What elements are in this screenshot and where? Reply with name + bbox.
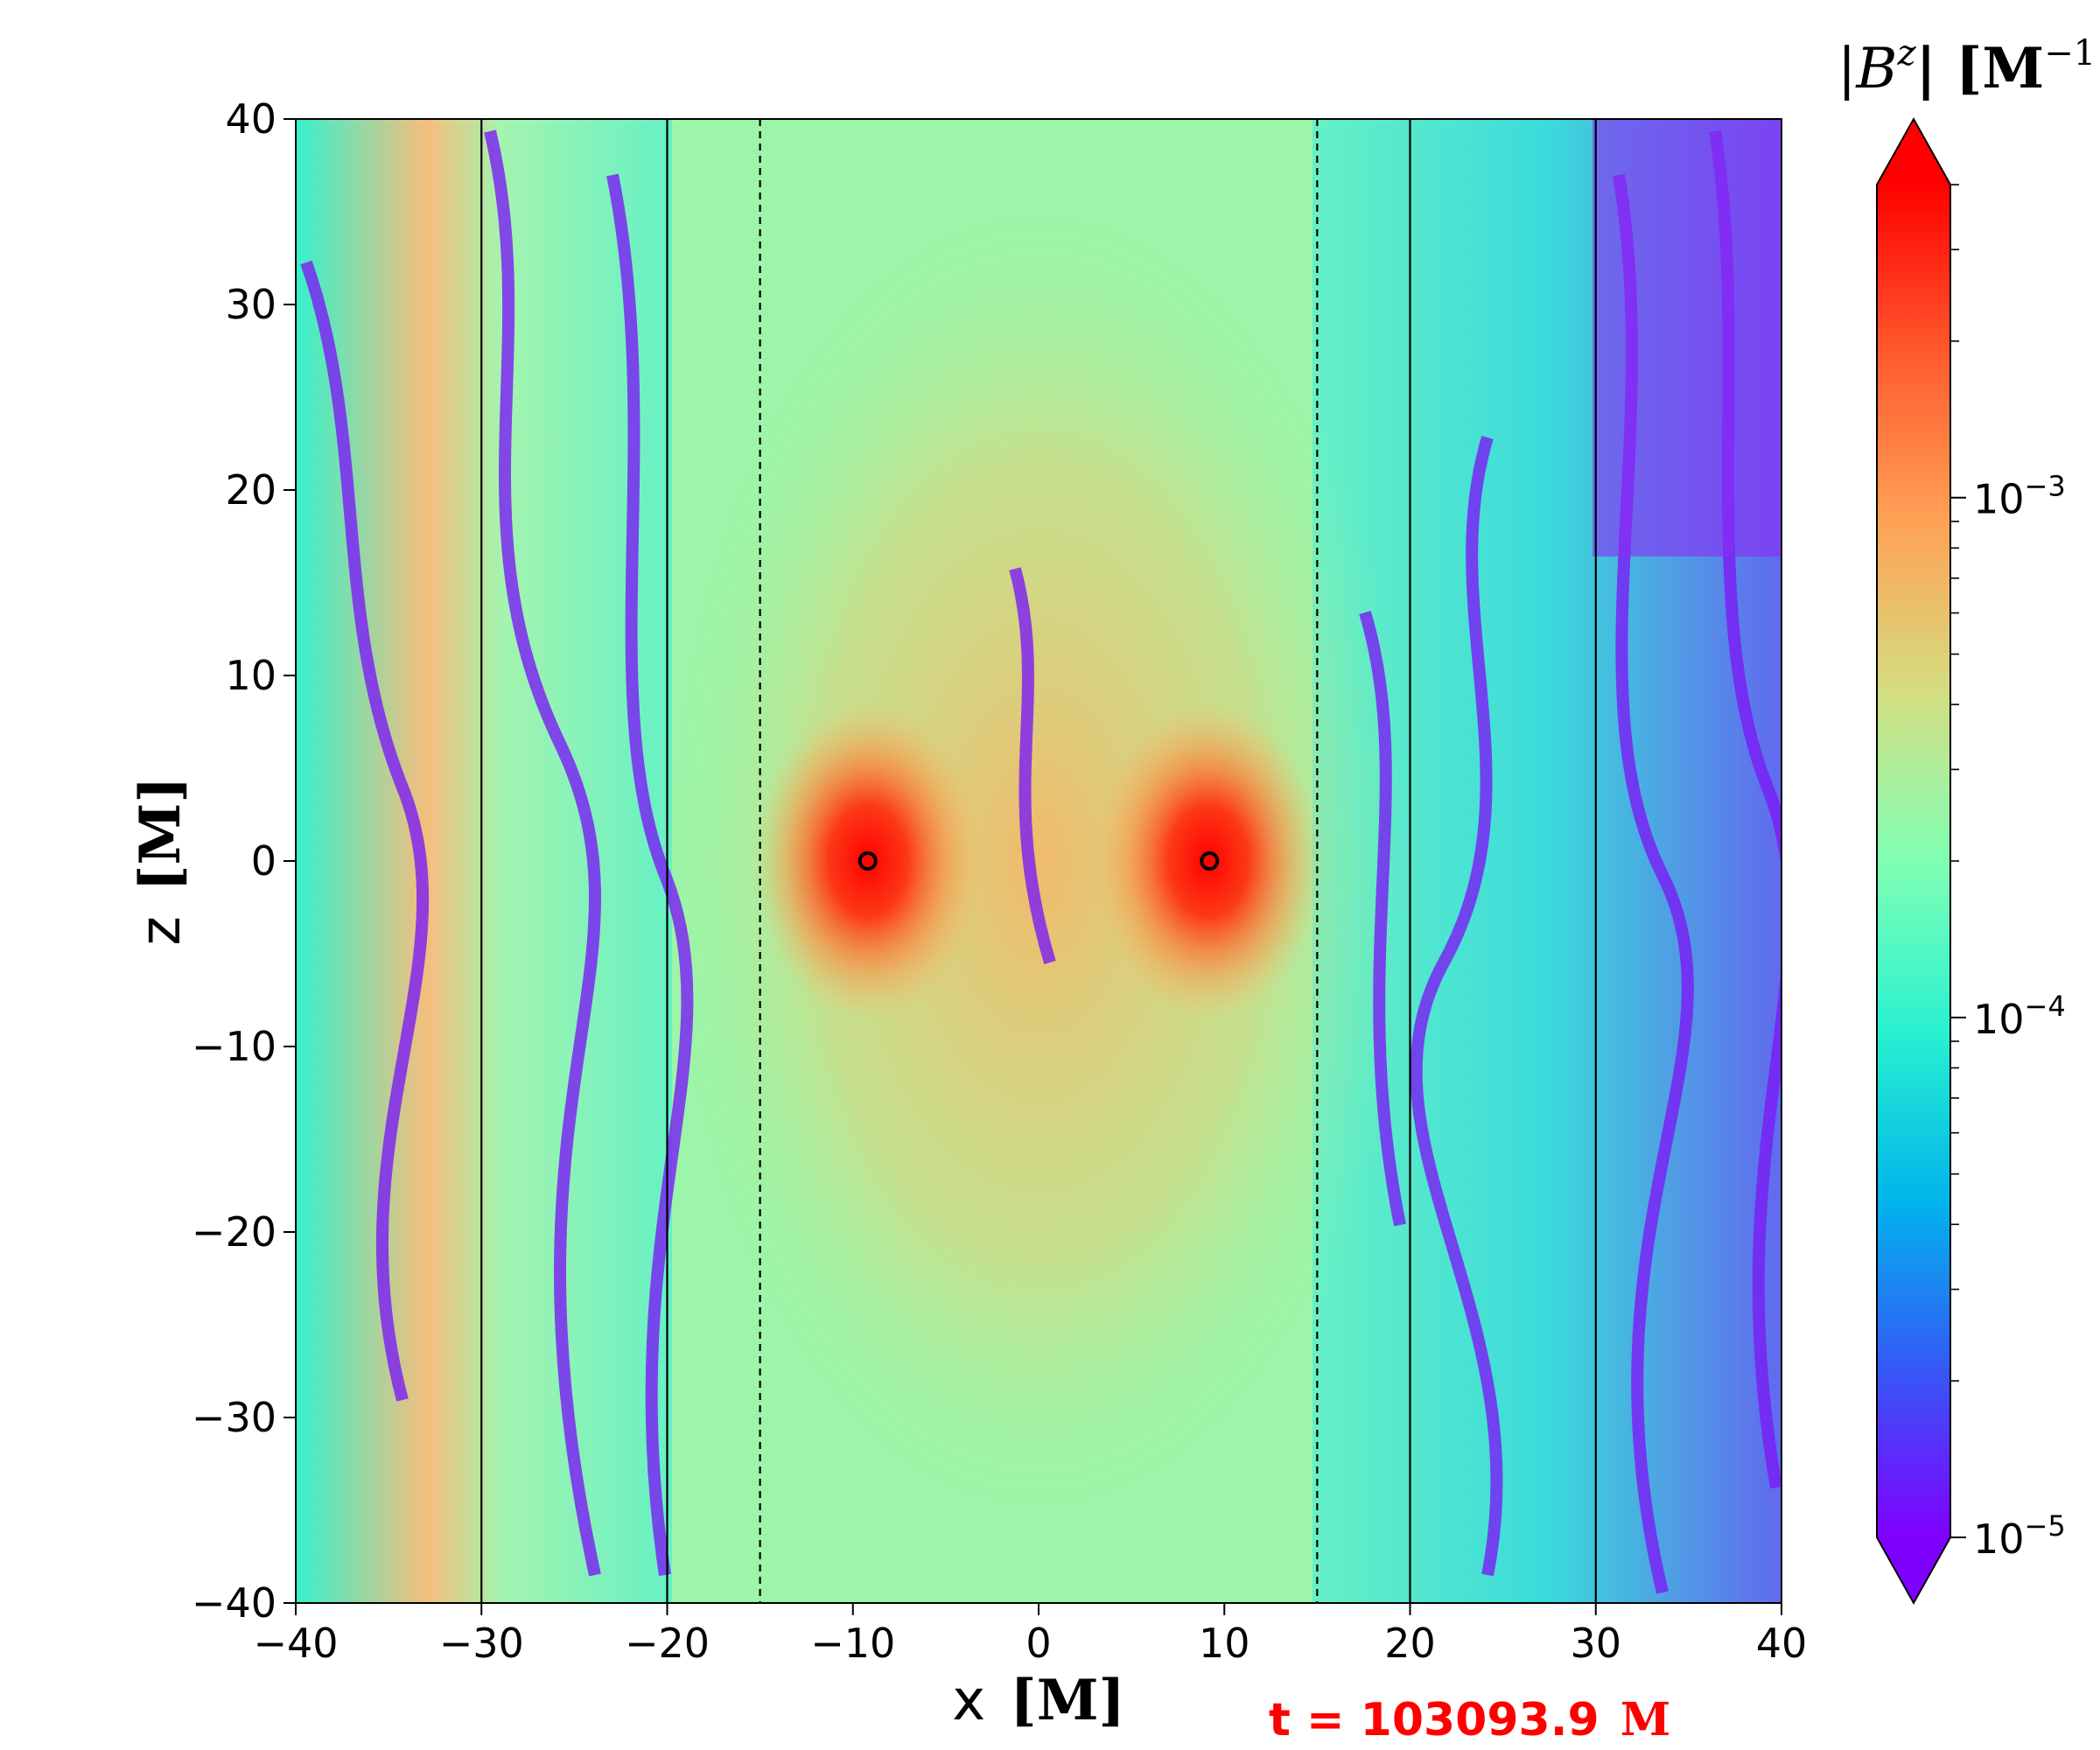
filament [606,173,694,1577]
x-tick-label: 30 [1570,1620,1621,1667]
black-hole-marker [858,851,878,871]
central-region [662,196,1415,1526]
x-axis-variable: x [952,1669,985,1733]
time-value: t = 103093.9 [1269,1694,1600,1746]
x-tick-label: 0 [1026,1620,1051,1667]
x-tick-label: −40 [253,1620,338,1667]
filament [1359,610,1406,1227]
colorbar-extend-max [1877,119,1950,185]
time-annotation: t = 103093.9 M [1269,1693,1670,1746]
colorbar-title-close: ] [2096,37,2100,102]
colorbar: 10−5 10−4 10−3 |Bz| [M−1] [1838,33,2100,1606]
heatmap [296,119,1782,1603]
y-tick-label: 20 [225,466,276,514]
colorbar-body [1877,185,1950,1537]
y-tick-label: 30 [225,281,276,328]
colorbar-tick-label: 10−4 [1973,990,2066,1043]
colorbar-title: |Bz| [M−1] [1838,33,2100,102]
x-axis-ticks: −40 −30 −20 −10 0 10 20 30 40 [253,1603,1807,1667]
colorbar-ticks: 10−5 10−4 10−3 [1950,184,2066,1563]
colorbar-tick-label: 10−3 [1973,470,2066,523]
vertical-lines [480,119,1597,1603]
y-axis-variable: z [129,916,193,946]
x-tick-label: 40 [1756,1620,1808,1667]
upper-right-violet-patch [1592,119,1782,556]
y-tick-label: 10 [225,652,276,699]
colorbar-title-unit-sup: −1 [2044,33,2096,74]
filament [1009,567,1056,965]
x-axis-unit: [M] [1010,1668,1124,1733]
y-tick-label: −10 [192,1023,276,1070]
y-tick-label: −20 [192,1208,276,1256]
x-tick-label: 10 [1199,1620,1250,1667]
y-axis-title: z [M] [128,776,193,945]
y-axis-unit: [M] [128,776,193,891]
x-axis-title: x [M] [952,1668,1125,1733]
y-tick-label: 0 [251,837,276,885]
colorbar-title-unit: | [M [1916,36,2045,102]
time-unit: M [1620,1693,1671,1746]
black-hole-markers [858,851,1220,871]
colorbar-title-symbol: |B [1838,37,1898,102]
colorbar-title-sup: z [1896,33,1916,74]
filament [1410,435,1503,1577]
colorbar-tick-label: 10−5 [1973,1509,2066,1563]
x-tick-label: −10 [810,1620,895,1667]
filament [484,130,601,1577]
black-hole-marker [1200,851,1220,871]
glow-left [754,704,982,1018]
x-tick-label: 20 [1384,1620,1436,1667]
colorbar-extend-min [1877,1537,1950,1603]
filament [300,260,430,1402]
x-tick-label: −20 [625,1620,710,1667]
y-axis-ticks: −40 −30 −20 −10 0 10 20 30 40 [192,95,296,1627]
glow-right [1095,704,1322,1018]
x-tick-label: −30 [439,1620,524,1667]
y-tick-label: −40 [192,1579,276,1627]
left-turbulent-region [296,119,672,1603]
y-tick-label: 40 [225,95,276,143]
y-tick-label: −30 [192,1394,276,1441]
